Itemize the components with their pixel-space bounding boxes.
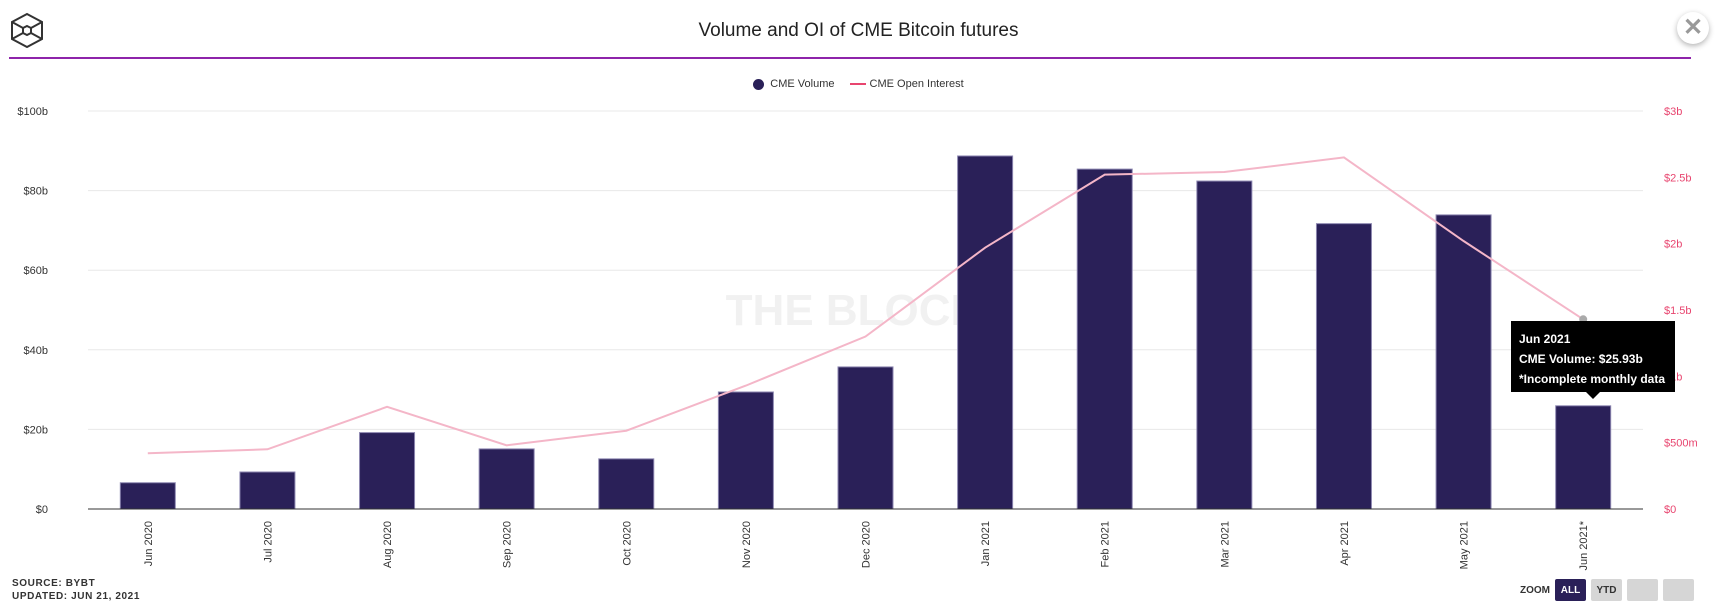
volume-bar bbox=[239, 471, 296, 510]
tooltip-note: *Incomplete monthly data bbox=[1519, 372, 1666, 386]
zoom-controls: ZOOM ALL YTD bbox=[1520, 579, 1694, 601]
zoom-label: ZOOM bbox=[1520, 584, 1550, 596]
left-axis-tick-label: $0 bbox=[36, 504, 48, 516]
x-axis-tick-label: Sep 2020 bbox=[502, 521, 514, 568]
legend-label-oi: CME Open Interest bbox=[869, 78, 964, 91]
the-block-logo-icon bbox=[11, 12, 43, 48]
tooltip: Jun 2021 CME Volume: $25.93b *Incomplete… bbox=[1511, 321, 1675, 399]
x-axis-tick-label: Nov 2020 bbox=[741, 521, 753, 568]
volume-bar bbox=[478, 448, 535, 510]
left-axis-tick-label: $100b bbox=[17, 106, 48, 118]
right-axis-tick-label: $500m bbox=[1664, 438, 1698, 450]
header-divider bbox=[9, 57, 1691, 59]
zoom-button-3[interactable] bbox=[1627, 579, 1658, 601]
volume-bar bbox=[1076, 168, 1133, 510]
updated-label: UPDATED: JUN 21, 2021 bbox=[12, 591, 141, 602]
volume-bar bbox=[359, 432, 416, 510]
oi-line bbox=[147, 156, 1584, 455]
x-axis-tick-label: Aug 2020 bbox=[382, 521, 394, 568]
legend-item-oi[interactable]: CME Open Interest bbox=[838, 78, 964, 90]
volume-bar bbox=[957, 155, 1014, 510]
volume-bar bbox=[1315, 223, 1372, 510]
left-axis-tick-label: $60b bbox=[24, 265, 48, 277]
x-axis-tick-label: Jun 2020 bbox=[143, 521, 155, 566]
volume-bar bbox=[598, 458, 655, 510]
left-axis-tick-label: $40b bbox=[24, 345, 48, 357]
volume-bar bbox=[837, 366, 894, 510]
watermark: THE BLOCK bbox=[726, 286, 983, 335]
volume-bar bbox=[1555, 405, 1612, 510]
left-axis-tick-label: $80b bbox=[24, 186, 48, 198]
close-button[interactable]: ✕ bbox=[1677, 12, 1709, 44]
legend-dot-icon bbox=[753, 78, 765, 90]
right-axis-tick-label: $3b bbox=[1664, 106, 1682, 118]
volume-bar bbox=[1196, 180, 1253, 510]
x-axis-tick-label: Dec 2020 bbox=[861, 521, 873, 568]
legend-item-volume[interactable]: CME Volume bbox=[753, 78, 834, 90]
left-axis-tick-label: $20b bbox=[24, 424, 48, 436]
source-label: SOURCE: BYBT bbox=[12, 578, 96, 589]
x-axis-tick-label: Jun 2021* bbox=[1578, 520, 1590, 570]
x-axis-tick-label: May 2021 bbox=[1459, 521, 1471, 569]
right-axis-tick-label: $2.5b bbox=[1664, 172, 1692, 184]
volume-bar bbox=[119, 482, 176, 510]
legend-line-icon bbox=[849, 83, 866, 86]
zoom-all-button[interactable]: ALL bbox=[1555, 579, 1586, 601]
legend-label-volume: CME Volume bbox=[770, 78, 835, 91]
x-axis-tick-label: Feb 2021 bbox=[1100, 521, 1112, 567]
x-axis-tick-label: Oct 2020 bbox=[621, 521, 633, 566]
x-axis-tick-label: Jan 2021 bbox=[980, 521, 992, 566]
volume-bar bbox=[717, 391, 774, 510]
chart-title: Volume and OI of CME Bitcoin futures bbox=[698, 20, 1019, 41]
tooltip-value: CME Volume: $25.93b bbox=[1519, 352, 1643, 366]
volume-bar bbox=[1435, 214, 1492, 510]
legend: CME Volume CME Open Interest bbox=[0, 78, 1717, 90]
x-axis-tick-label: Jul 2020 bbox=[262, 521, 274, 563]
zoom-button-4[interactable] bbox=[1663, 579, 1694, 601]
right-axis-tick-label: $1.5b bbox=[1664, 305, 1692, 317]
x-axis-tick-label: Apr 2021 bbox=[1339, 521, 1351, 566]
zoom-ytd-button[interactable]: YTD bbox=[1591, 579, 1622, 601]
right-axis-tick-label: $2b bbox=[1664, 239, 1682, 251]
x-axis-tick-label: Mar 2021 bbox=[1219, 521, 1231, 567]
tooltip-date: Jun 2021 bbox=[1519, 332, 1571, 346]
right-axis-tick-label: $0 bbox=[1664, 504, 1676, 516]
